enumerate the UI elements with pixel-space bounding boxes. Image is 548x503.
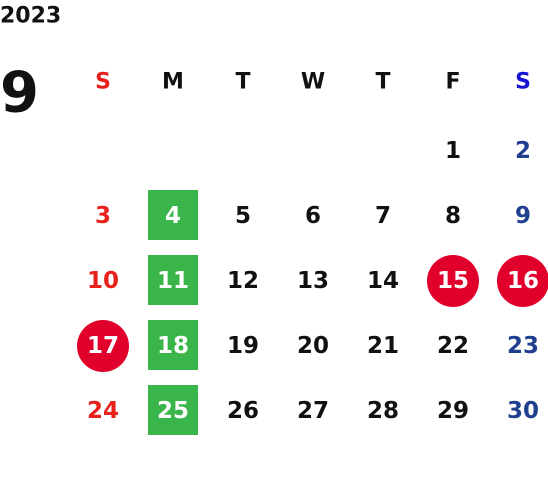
- day-number: 17: [87, 333, 119, 359]
- day-highlight-box: [148, 385, 198, 435]
- day-number: 3: [95, 203, 111, 229]
- weekday-header: S: [95, 70, 111, 95]
- day-number: 27: [297, 398, 329, 424]
- day-holiday-circle: [427, 255, 479, 307]
- day-number: 20: [297, 333, 329, 359]
- day-number: 18: [157, 333, 189, 359]
- day-number: 16: [507, 268, 539, 294]
- day-number: 6: [305, 203, 321, 229]
- day-number: 28: [367, 398, 399, 424]
- day-highlight-box: [148, 255, 198, 305]
- day-number: 24: [87, 398, 119, 424]
- weekday-header: T: [375, 70, 390, 95]
- day-number: 10: [87, 268, 119, 294]
- day-holiday-circle: [77, 320, 129, 372]
- day-highlight-box: [148, 320, 198, 370]
- day-number: 4: [165, 203, 181, 229]
- day-number: 15: [437, 268, 469, 294]
- day-number: 14: [367, 268, 399, 294]
- day-number: 22: [437, 333, 469, 359]
- weekday-header: F: [445, 70, 460, 95]
- day-number: 13: [297, 268, 329, 294]
- weekday-header: W: [301, 70, 325, 95]
- day-number: 26: [227, 398, 259, 424]
- day-number: 11: [157, 268, 189, 294]
- day-highlight-box: [148, 190, 198, 240]
- day-number: 21: [367, 333, 399, 359]
- weekday-header: T: [235, 70, 250, 95]
- weekday-header: M: [162, 70, 184, 95]
- year: 2023: [0, 4, 61, 29]
- month: 9: [0, 61, 39, 126]
- day-number: 5: [235, 203, 251, 229]
- day-number: 2: [515, 138, 531, 164]
- day-holiday-circle: [497, 255, 548, 307]
- day-number: 19: [227, 333, 259, 359]
- day-number: 25: [157, 398, 189, 424]
- day-number: 1: [445, 138, 461, 164]
- day-number: 23: [507, 333, 539, 359]
- weekday-header: S: [515, 70, 531, 95]
- day-number: 7: [375, 203, 391, 229]
- day-number: 12: [227, 268, 259, 294]
- day-number: 29: [437, 398, 469, 424]
- day-number: 9: [515, 203, 531, 229]
- day-number: 30: [507, 398, 539, 424]
- day-number: 8: [445, 203, 461, 229]
